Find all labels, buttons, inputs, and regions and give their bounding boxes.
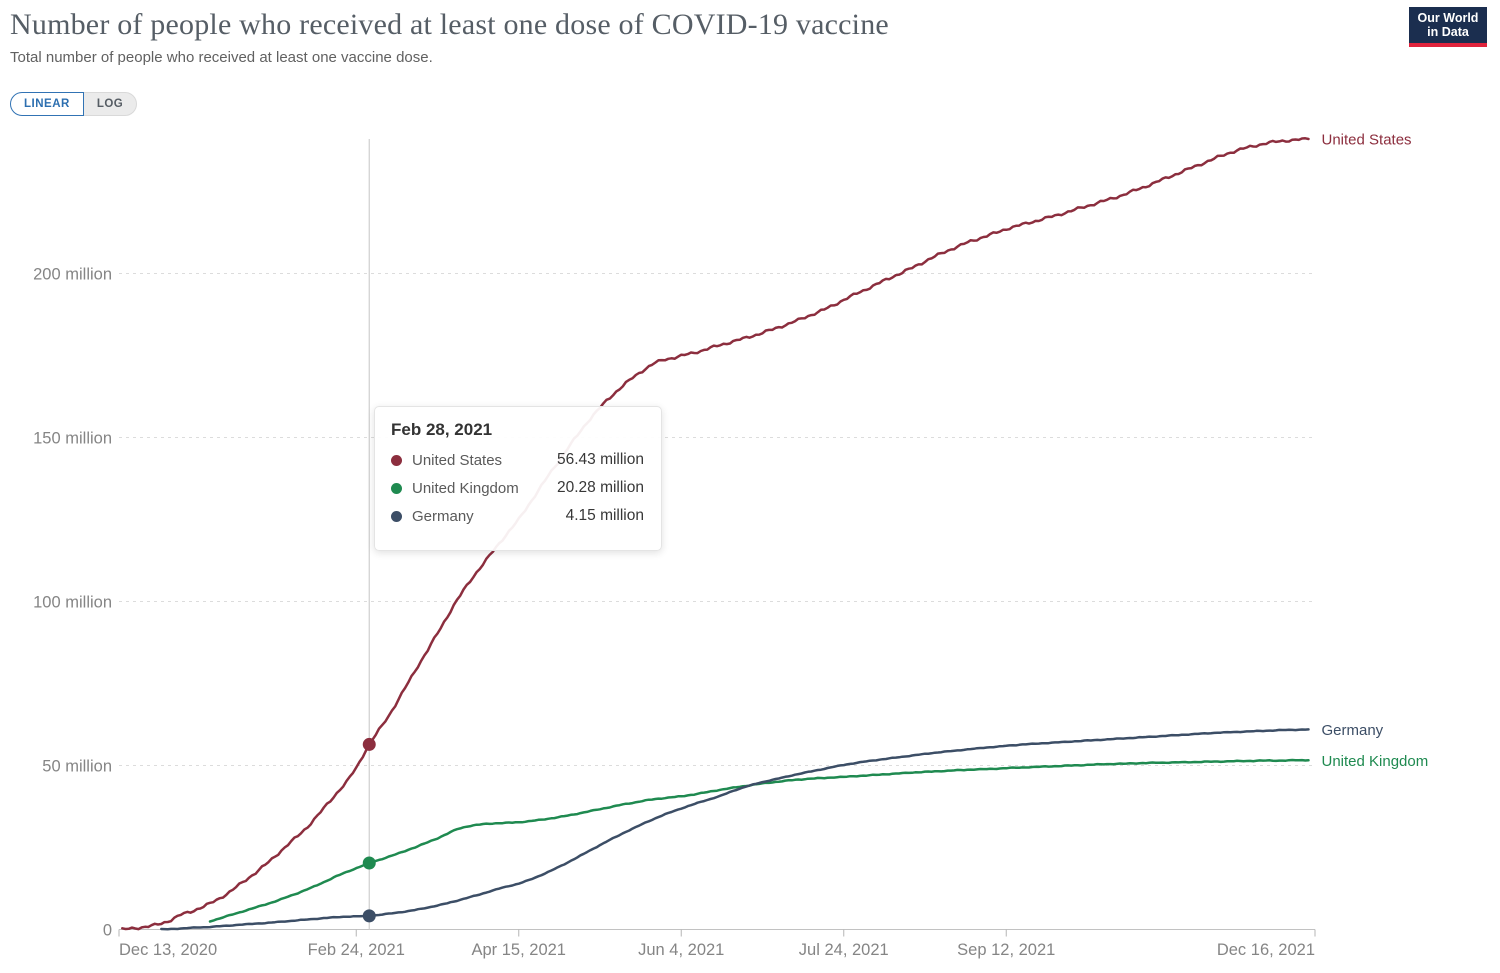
x-axis-tick-label: Feb 24, 2021 <box>308 941 405 959</box>
tooltip-row-germany: Germany 4.15 million <box>391 507 644 525</box>
y-axis-tick-label: 150 million <box>33 430 112 448</box>
tooltip-date: Feb 28, 2021 <box>391 420 493 439</box>
tooltip-series-value: 4.15 million <box>565 507 644 524</box>
series-line-united-states <box>121 137 1310 931</box>
chart-subtitle: Total number of people who received at l… <box>10 49 433 66</box>
owid-logo-line2: in Data <box>1427 25 1469 39</box>
series-end-label-germany: Germany <box>1322 722 1384 739</box>
scale-toggle: LINEAR LOG <box>10 92 138 116</box>
x-axis-tick-label: Jul 24, 2021 <box>799 941 889 959</box>
log-scale-button[interactable]: LOG <box>83 92 138 116</box>
germany-series-dot-icon <box>391 510 402 522</box>
linear-scale-button[interactable]: LINEAR <box>10 92 84 116</box>
tooltip-series-value: 20.28 million <box>556 479 644 496</box>
series-end-label-united-kingdom: United Kingdom <box>1322 753 1429 770</box>
x-axis-tick-label: Jun 4, 2021 <box>638 941 724 959</box>
series-end-label-united-states: United States <box>1322 132 1412 149</box>
us-series-dot-icon <box>391 454 402 466</box>
hover-tooltip: Feb 28, 2021 United States 56.43 million… <box>374 406 662 551</box>
tooltip-series-name: United Kingdom <box>412 479 519 497</box>
page-title: Number of people who received at least o… <box>10 8 889 41</box>
x-axis-tick-label: Sep 12, 2021 <box>957 941 1055 959</box>
y-axis-tick-label: 0 <box>103 922 112 940</box>
y-axis-tick-label: 50 million <box>42 758 112 776</box>
hover-marker-germany <box>362 909 376 923</box>
y-axis-tick-label: 100 million <box>33 594 112 612</box>
y-axis-tick-label: 200 million <box>33 266 112 284</box>
uk-series-dot-icon <box>391 482 402 494</box>
x-axis-tick-label: Apr 15, 2021 <box>472 941 567 959</box>
x-axis-tick-label: Dec 16, 2021 <box>1217 941 1315 959</box>
tooltip-series-name: United States <box>412 451 503 469</box>
owid-logo-line1: Our World <box>1417 11 1479 25</box>
hover-marker-united-states <box>362 737 376 751</box>
tooltip-series-name: Germany <box>412 507 474 525</box>
hover-marker-united-kingdom <box>362 856 376 870</box>
series-line-germany <box>160 728 1310 931</box>
owid-logo[interactable]: Our World in Data <box>1409 7 1487 47</box>
tooltip-series-value: 56.43 million <box>556 451 644 468</box>
tooltip-row-united-states: United States 56.43 million <box>391 451 644 469</box>
x-axis-tick-label: Dec 13, 2020 <box>119 941 217 959</box>
tooltip-row-united-kingdom: United Kingdom 20.28 million <box>391 479 644 497</box>
